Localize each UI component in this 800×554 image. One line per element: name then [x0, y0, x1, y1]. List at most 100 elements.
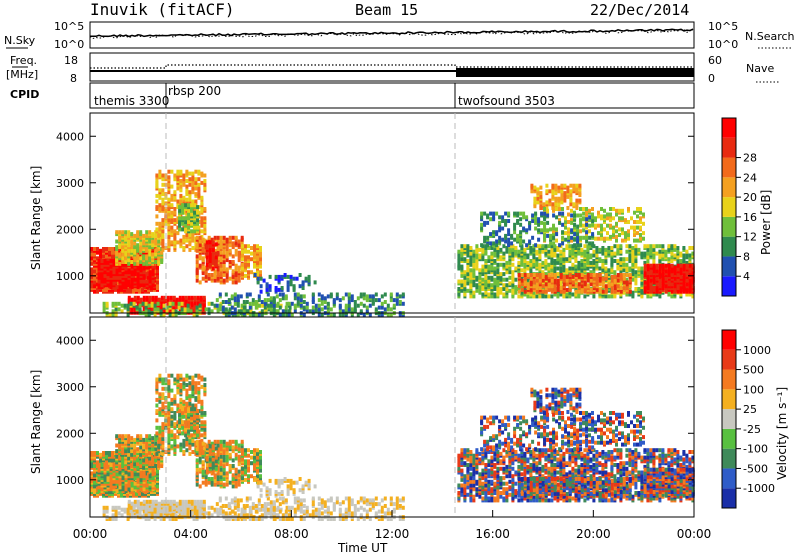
power-cell — [185, 233, 189, 237]
power-cell — [176, 231, 180, 236]
power-cell — [156, 307, 160, 312]
power-cell — [640, 290, 644, 295]
power-cell — [595, 264, 599, 269]
power-cell — [127, 252, 131, 257]
power-cell — [682, 246, 686, 250]
power-cell — [513, 237, 517, 242]
power-cell — [499, 262, 503, 267]
power-cell — [498, 235, 502, 240]
power-cell — [266, 292, 270, 297]
power-cell — [158, 169, 162, 174]
power-cell — [557, 189, 561, 194]
power-cell — [658, 249, 662, 254]
power-cell — [600, 227, 603, 232]
power-cell — [541, 249, 545, 254]
power-cell — [652, 276, 656, 281]
power-cell — [133, 233, 137, 238]
power-cell — [586, 273, 590, 277]
power-cell — [168, 301, 172, 306]
power-cell — [625, 268, 629, 273]
power-cell — [259, 276, 263, 281]
power-cell — [576, 235, 580, 240]
power-cell — [658, 267, 662, 272]
power-cell — [667, 292, 671, 297]
power-cell — [329, 313, 333, 317]
power-cell — [155, 179, 159, 183]
power-cell — [469, 255, 473, 260]
power-cell — [167, 182, 171, 187]
power-cell — [139, 230, 143, 235]
power-cell — [598, 276, 602, 281]
power-cell — [460, 279, 464, 284]
power-cell — [254, 313, 258, 317]
power-cell — [643, 267, 647, 272]
power-cell — [630, 216, 633, 221]
power-cells — [90, 169, 695, 317]
power-cell — [493, 277, 497, 282]
power-cell — [609, 234, 612, 239]
power-cell — [546, 208, 549, 213]
power-cell — [582, 228, 586, 233]
power-cell — [215, 303, 219, 308]
power-cell — [598, 247, 602, 252]
power-cell — [173, 173, 177, 178]
power-cell — [230, 305, 234, 310]
power-cell — [463, 275, 467, 280]
power-cell — [161, 218, 165, 223]
power-cell — [207, 235, 211, 240]
power-cell — [637, 266, 641, 271]
power-cell — [554, 202, 558, 207]
power-cell — [127, 268, 131, 273]
power-cell — [634, 247, 638, 252]
power-cell — [570, 208, 573, 213]
power-cell — [204, 274, 208, 279]
power-cell — [161, 182, 165, 187]
power-cell — [466, 259, 470, 263]
power-cell — [498, 220, 502, 225]
power-cell — [609, 218, 612, 223]
power-cell — [490, 266, 494, 271]
power-cell — [121, 230, 125, 235]
power-cell — [200, 244, 204, 249]
power-cell — [577, 289, 581, 294]
power-cell — [329, 292, 333, 297]
power-cell — [287, 313, 291, 317]
power-cell — [575, 198, 579, 203]
power-cell — [126, 307, 130, 312]
power-cell — [164, 210, 168, 215]
power-cell — [201, 237, 205, 242]
power-cell — [292, 276, 296, 281]
power-cell — [582, 223, 585, 228]
power-cell — [272, 296, 276, 301]
power-cell — [189, 309, 193, 314]
power-cell — [526, 253, 530, 258]
power-cell — [507, 211, 511, 216]
power-cell — [302, 305, 306, 310]
power-cell — [219, 263, 223, 268]
power-cell — [508, 247, 512, 252]
power-cell — [600, 214, 603, 219]
power-cell — [308, 309, 312, 314]
power-cell — [204, 307, 208, 312]
power-cell — [93, 247, 96, 251]
power-cell — [90, 247, 93, 251]
power-cell — [576, 228, 580, 233]
power-cell — [176, 216, 180, 221]
power-cell — [547, 273, 551, 277]
power-cell — [585, 225, 588, 230]
power-cell — [386, 313, 390, 317]
colorbar-swatch — [722, 197, 736, 217]
power-cell — [150, 301, 154, 306]
power-cell — [365, 294, 369, 299]
power-cell — [619, 270, 623, 275]
power-cell — [565, 287, 569, 292]
power-cell — [126, 313, 130, 317]
power-cell — [237, 265, 241, 270]
power-cell — [568, 251, 572, 256]
power-cell — [222, 263, 226, 268]
power-cell — [179, 169, 183, 174]
power-cell — [142, 239, 146, 244]
power-cell — [597, 231, 600, 236]
power-cell — [661, 257, 665, 262]
power-cell — [622, 262, 626, 267]
